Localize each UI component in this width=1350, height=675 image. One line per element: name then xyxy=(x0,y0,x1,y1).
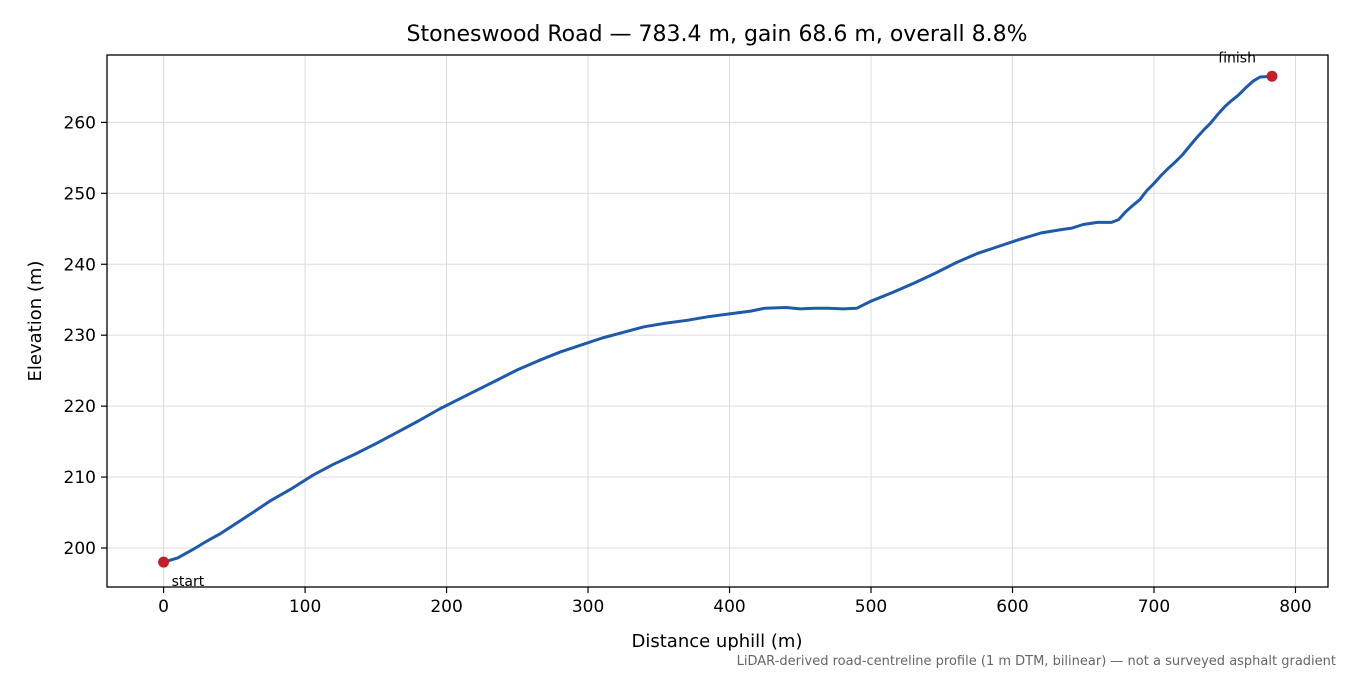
y-axis-ticks: 200 210 220 230 240 250 260 xyxy=(64,113,107,559)
x-tick-label: 600 xyxy=(996,597,1028,617)
x-tick-label: 800 xyxy=(1279,597,1311,617)
x-tick-label: 0 xyxy=(158,597,169,617)
y-tick-label: 210 xyxy=(64,468,96,488)
y-tick-label: 260 xyxy=(64,113,96,133)
x-tick-label: 500 xyxy=(855,597,887,617)
start-label: start xyxy=(172,574,205,590)
y-tick-label: 220 xyxy=(64,397,96,417)
x-tick-label: 200 xyxy=(430,597,462,617)
x-axis-label: Distance uphill (m) xyxy=(632,631,803,652)
footnote: LiDAR-derived road-centreline profile (1… xyxy=(737,654,1336,669)
chart-title: Stoneswood Road — 783.4 m, gain 68.6 m, … xyxy=(407,22,1028,47)
x-tick-label: 400 xyxy=(713,597,745,617)
elevation-profile-line xyxy=(162,74,1274,564)
start-marker xyxy=(158,556,170,568)
x-axis-ticks: 0 100 200 300 400 500 600 700 800 xyxy=(158,587,1312,617)
y-tick-label: 250 xyxy=(64,184,96,204)
x-tick-label: 700 xyxy=(1138,597,1170,617)
plot-frame xyxy=(106,54,1329,588)
y-tick-label: 200 xyxy=(64,539,96,559)
y-tick-label: 230 xyxy=(64,326,96,346)
x-tick-label: 300 xyxy=(572,597,604,617)
y-tick-label: 240 xyxy=(64,255,96,275)
finish-label: finish xyxy=(1218,50,1256,66)
x-tick-label: 100 xyxy=(289,597,321,617)
finish-marker xyxy=(1266,70,1278,82)
grid-lines xyxy=(107,55,1328,587)
y-axis-label: Elevation (m) xyxy=(25,261,46,382)
